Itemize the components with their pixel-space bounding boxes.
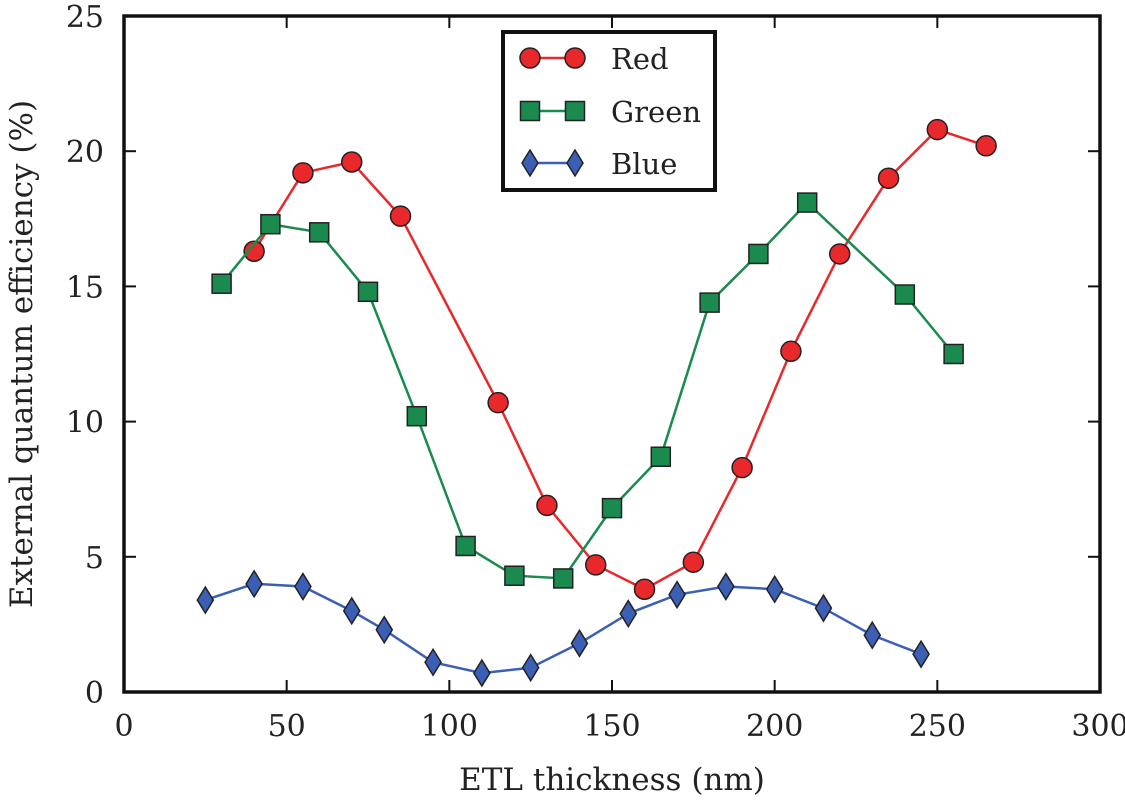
- legend: Red Green Blue: [501, 30, 717, 192]
- legend-marker-red: [519, 47, 541, 69]
- point-blue: [472, 658, 491, 688]
- y-axis-title: External quantum efficiency (%): [4, 100, 40, 608]
- x-tick-label: 150: [583, 709, 640, 744]
- legend-entry-blue: Blue: [521, 147, 677, 181]
- point-green: [748, 243, 769, 265]
- legend-marker-red: [564, 47, 586, 69]
- series-layer: [196, 118, 997, 688]
- y-tick-label: 0: [85, 676, 104, 711]
- x-tick-label: 300: [1071, 709, 1125, 744]
- point-red: [389, 205, 412, 227]
- point-red: [340, 151, 363, 173]
- point-red: [536, 494, 558, 517]
- legend-entry-red: Red: [519, 42, 669, 76]
- point-green: [552, 568, 574, 589]
- point-blue: [342, 596, 361, 626]
- point-green: [699, 292, 720, 313]
- point-blue: [912, 639, 930, 669]
- point-blue: [863, 620, 882, 650]
- legend-marker-green: [564, 100, 586, 122]
- legend-entry-green: Green: [519, 95, 701, 129]
- point-red: [731, 456, 753, 479]
- point-red: [487, 391, 509, 414]
- legend-marker-blue: [566, 148, 584, 178]
- point-green: [504, 565, 525, 586]
- axis-ticks: 0 50 100 150 200 250 300 0 5 10 15 20 25: [66, 0, 1125, 744]
- legend-label-red: Red: [611, 42, 669, 76]
- point-red: [243, 240, 265, 262]
- point-blue: [668, 580, 686, 610]
- point-blue: [765, 574, 784, 604]
- legend-label-green: Green: [611, 95, 701, 129]
- x-tick-label: 0: [114, 709, 133, 744]
- y-tick-label: 5: [85, 541, 104, 576]
- point-green: [650, 446, 672, 468]
- y-tick-label: 15: [66, 270, 104, 305]
- point-red: [584, 554, 607, 576]
- legend-marker-green: [519, 100, 541, 122]
- x-tick-label: 100: [421, 709, 478, 744]
- legend-label-blue: Blue: [611, 147, 677, 181]
- point-red: [975, 135, 997, 157]
- y-tick-label: 10: [66, 406, 104, 441]
- point-green: [601, 497, 623, 519]
- point-green: [406, 405, 428, 427]
- point-green: [796, 192, 818, 213]
- x-axis-title: ETL thickness (nm): [459, 762, 765, 798]
- point-green: [455, 535, 476, 557]
- series-line-red: [253, 128, 987, 591]
- x-tick-label: 250: [909, 709, 966, 744]
- point-green: [894, 284, 916, 305]
- legend-marker-blue: [521, 148, 539, 178]
- y-tick-label: 25: [66, 0, 104, 35]
- y-tick-label: 20: [66, 135, 104, 170]
- point-blue: [424, 647, 442, 677]
- point-green: [211, 273, 232, 294]
- series-line-blue: [204, 582, 922, 675]
- point-blue: [716, 572, 735, 601]
- point-red: [780, 340, 802, 363]
- point-blue: [570, 628, 589, 658]
- point-blue: [619, 599, 638, 629]
- point-blue: [814, 593, 833, 623]
- point-red: [926, 118, 949, 141]
- point-green: [260, 213, 281, 235]
- point-blue: [521, 653, 540, 683]
- point-blue: [294, 572, 312, 601]
- point-blue: [375, 615, 394, 645]
- point-red: [828, 243, 851, 265]
- x-tick-label: 50: [268, 709, 306, 744]
- point-blue: [196, 585, 215, 615]
- point-red: [877, 167, 900, 189]
- point-green: [357, 281, 379, 303]
- point-green: [943, 343, 964, 365]
- point-blue: [245, 569, 264, 599]
- point-red: [292, 162, 314, 184]
- point-red: [682, 551, 705, 573]
- x-tick-label: 200: [746, 709, 803, 744]
- point-green: [308, 222, 330, 243]
- point-red: [633, 578, 656, 600]
